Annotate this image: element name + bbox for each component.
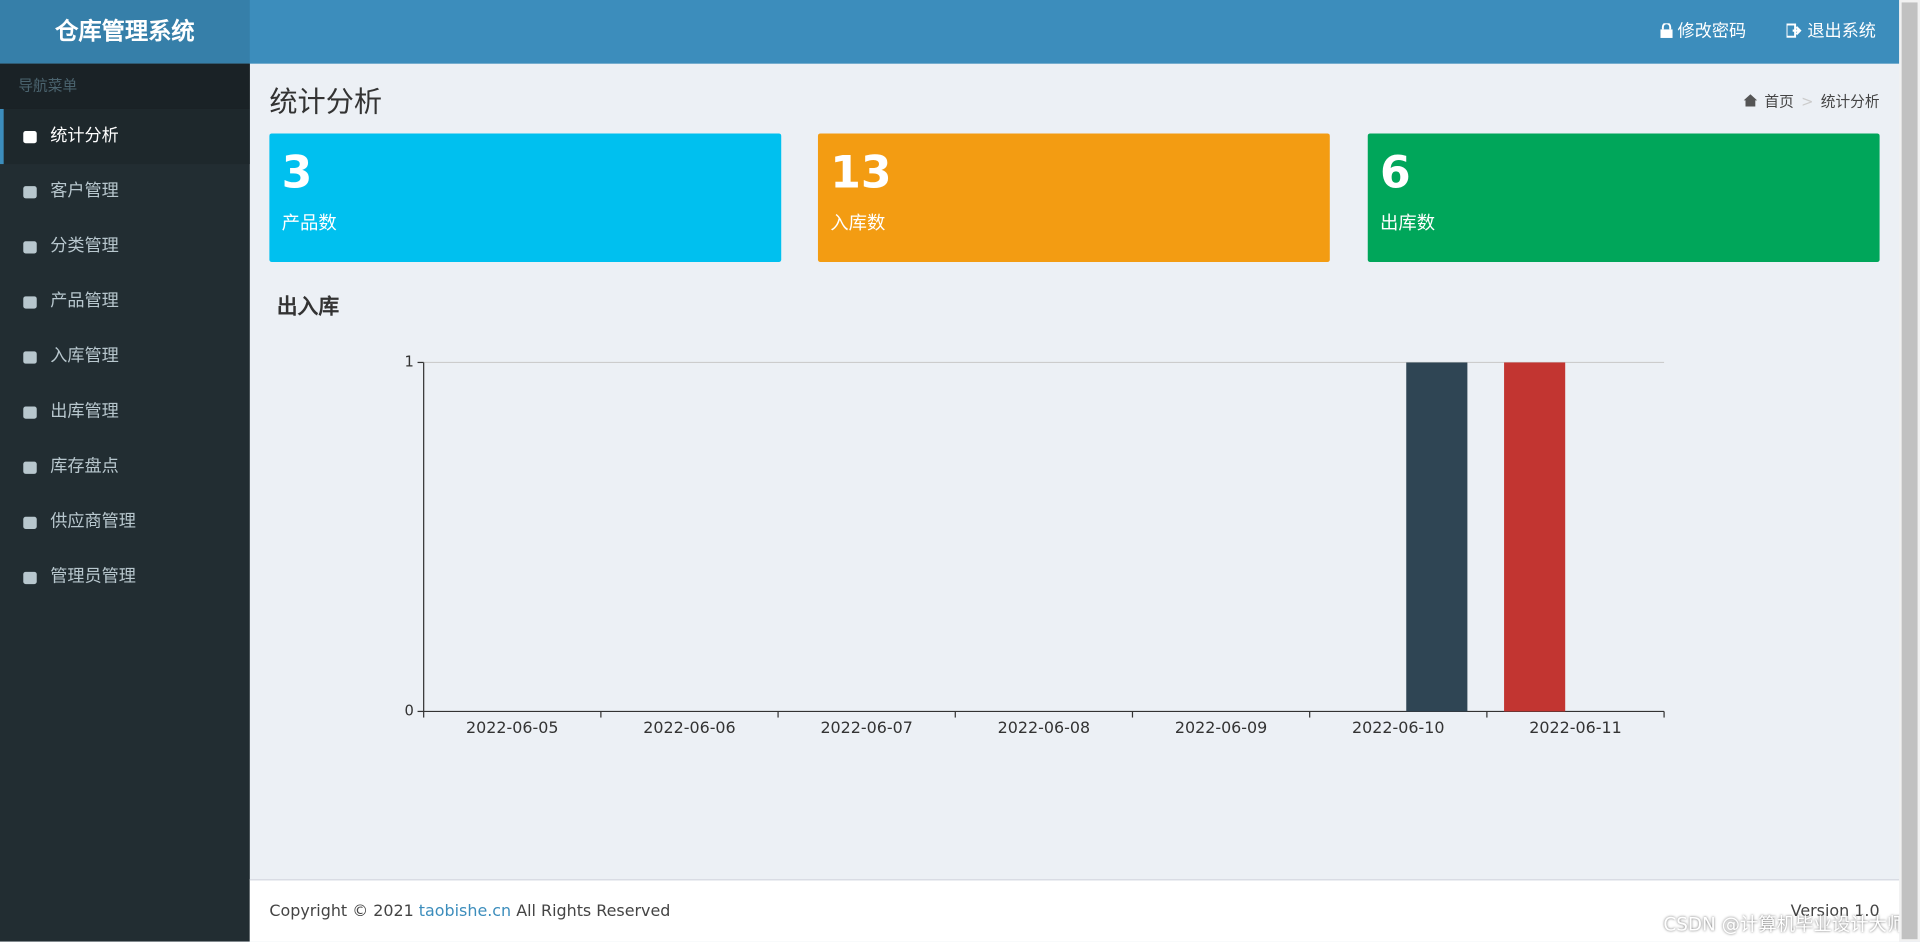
nav-icon (23, 241, 37, 254)
logout-icon (1785, 23, 1802, 38)
nav-icon (23, 351, 37, 364)
stat-box: 3 产品数 (269, 133, 782, 263)
copyright-text: Copyright © 2021 (269, 902, 414, 921)
stat-box: 13 入库数 (817, 133, 1330, 263)
nav-item[interactable]: 客户管理 (0, 164, 250, 219)
site-link[interactable]: taobishe.cn (418, 902, 512, 921)
bar (1406, 362, 1468, 712)
bar (1504, 362, 1566, 712)
x-tick-label: 2022-06-06 (643, 718, 735, 737)
nav-icon (23, 516, 37, 529)
home-icon (1743, 94, 1758, 107)
nav-item[interactable]: 出库管理 (0, 384, 250, 439)
stat-value: 13 (830, 148, 892, 199)
stat-box: 6 出库数 (1367, 133, 1880, 263)
x-tick-label: 2022-06-10 (1352, 718, 1444, 737)
nav-icon (23, 571, 37, 585)
icon-shape (23, 241, 37, 254)
breadcrumb: 首页 > 统计分析 (1743, 91, 1880, 112)
y-tick-label: 1 (405, 353, 414, 370)
version: Version 1.0 (1790, 902, 1880, 921)
lock-icon (1660, 22, 1673, 38)
chart: 0 1 2022-06-05 2022-06-06 2022-06-07 2022-06-… (405, 353, 1665, 737)
x-tick-label: 2022-06-07 (820, 718, 912, 737)
nav-item[interactable]: 统计分析 (0, 108, 250, 165)
nav-heading: 导航菜单 (0, 63, 250, 109)
page-title: 统计分析 (269, 86, 383, 119)
chart-title: 出入库 (276, 295, 340, 320)
x-tick-label: 2022-06-09 (1175, 718, 1267, 737)
icon-shape (23, 516, 37, 529)
header (0, 0, 1900, 64)
nav-item[interactable]: 供应商管理 (0, 495, 250, 550)
y-tick-label: 0 (405, 702, 414, 719)
nav-icon (23, 131, 37, 144)
icon-shape (23, 571, 37, 585)
nav-icon (23, 406, 37, 419)
change-password[interactable]: 修改密码 (1660, 0, 1746, 64)
copyright: Copyright © 2021 taobishe.cn All Rights … (269, 902, 670, 920)
icon-shape (23, 186, 37, 199)
icon-shape (23, 351, 37, 364)
brand[interactable]: 仓库管理系统 (0, 0, 250, 64)
nav-label: 管理员管理 (50, 566, 136, 587)
sidebar: 导航菜单 统计分析客户管理分类管理产品管理入库管理出库管理库存盘点供应商管理管理… (0, 63, 250, 942)
x-tick-label: 2022-06-08 (998, 718, 1090, 737)
nav-item[interactable]: 分类管理 (0, 219, 250, 274)
nav-item[interactable]: 管理员管理 (0, 550, 250, 605)
scrollbar-thumb[interactable] (1901, 2, 1918, 940)
nav-label: 出库管理 (50, 401, 119, 422)
nav-icon (23, 296, 37, 309)
nav-label: 供应商管理 (50, 511, 136, 532)
nav-item[interactable]: 产品管理 (0, 274, 250, 329)
nav-label: 统计分析 (50, 126, 119, 146)
x-tick-label: 2022-06-11 (1529, 718, 1621, 737)
nav-item[interactable]: 库存盘点 (0, 440, 250, 495)
logout[interactable]: 退出系统 (1785, 0, 1876, 64)
nav-item[interactable]: 入库管理 (0, 329, 250, 384)
breadcrumb-current: 统计分析 (1820, 93, 1880, 111)
icon-shape (23, 296, 37, 309)
nav-label: 库存盘点 (50, 456, 119, 477)
stat-value: 6 (1380, 148, 1411, 199)
nav-icon (23, 186, 37, 199)
link-text: 退出系统 (1807, 22, 1876, 42)
stat-label: 出库数 (1380, 211, 1436, 234)
stat-label: 产品数 (281, 211, 337, 234)
stat-value: 3 (281, 148, 313, 199)
stat-label: 入库数 (830, 211, 886, 234)
rights-text: All Rights Reserved (516, 902, 671, 921)
watermark: CSDN @计算机毕业设计大师 (1663, 913, 1906, 936)
footer: Copyright © 2021 taobishe.cn All Rights … (249, 879, 1900, 942)
nav-label: 客户管理 (50, 181, 119, 201)
separator: > (1801, 93, 1814, 111)
icon-shape (23, 406, 37, 419)
icon-shape (23, 461, 37, 474)
breadcrumb-link[interactable]: 首页 (1764, 93, 1794, 111)
nav-label: 分类管理 (50, 236, 119, 256)
nav-icon (23, 461, 37, 474)
link-text: 修改密码 (1677, 22, 1747, 42)
nav-label: 入库管理 (50, 346, 119, 367)
icon-shape (23, 131, 37, 144)
x-tick-label: 2022-06-05 (466, 718, 558, 737)
nav-label: 产品管理 (50, 291, 119, 312)
